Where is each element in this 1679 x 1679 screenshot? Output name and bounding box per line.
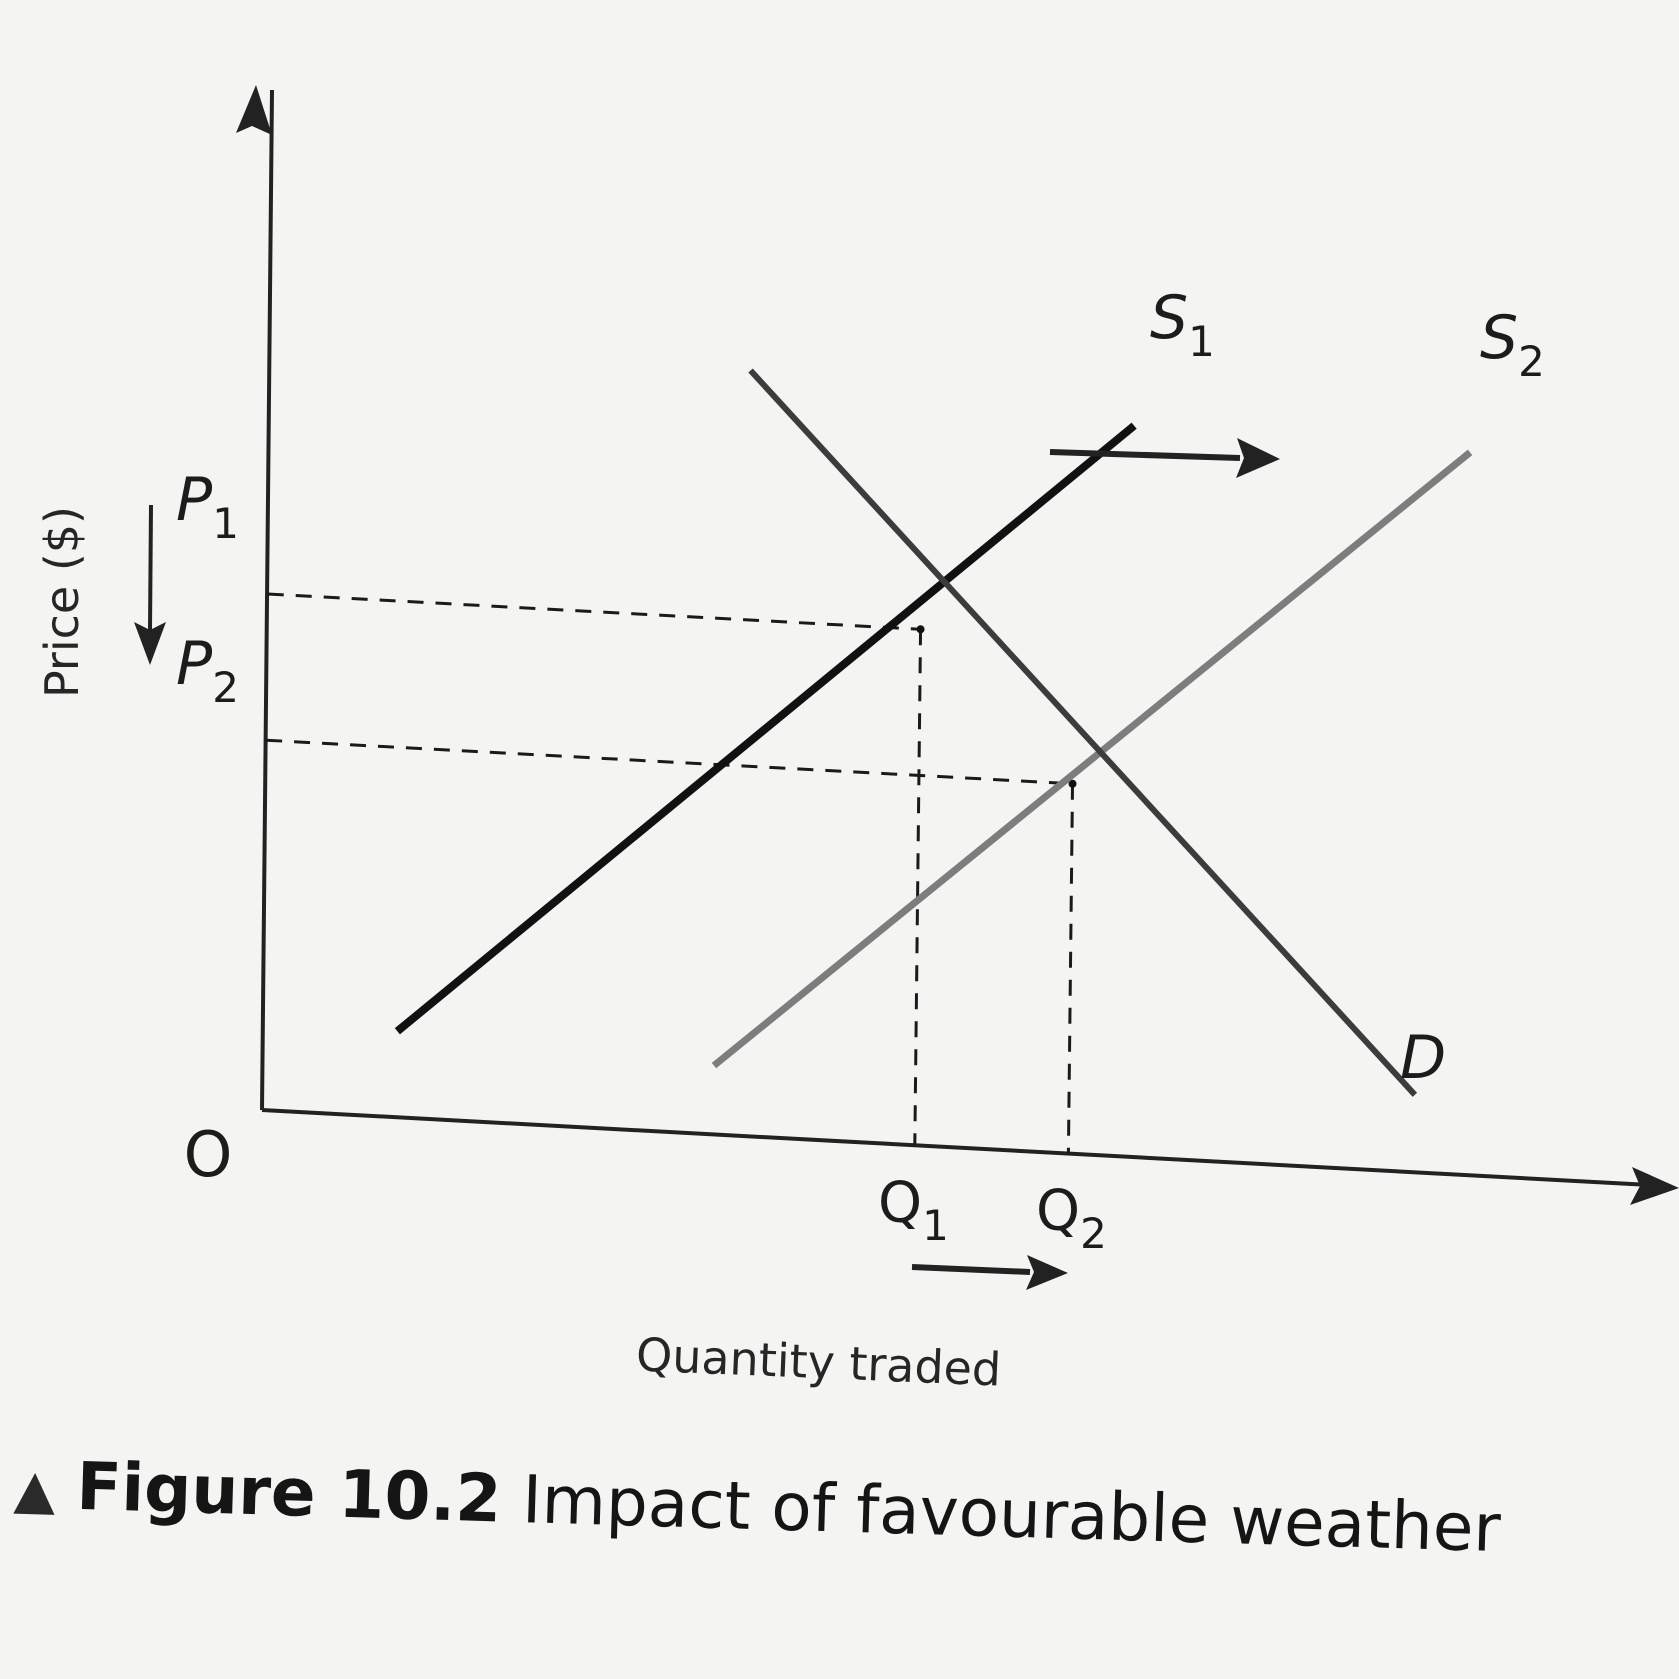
y-axis [260, 89, 274, 1111]
curve-s1 [394, 422, 1137, 1035]
x-axis-title: Quantity traded [635, 1327, 1002, 1396]
caption-marker: ▲ [12, 1457, 57, 1522]
q1-label-main: Q [878, 1171, 922, 1236]
quantity-rise-arrow [911, 1264, 1031, 1275]
equilibrium-point-1 [916, 625, 925, 634]
y-axis-arrowhead [236, 85, 272, 135]
curve-d [748, 368, 1418, 1097]
s2-label: S2 [1480, 303, 1545, 386]
supply-shift-arrowhead [1236, 438, 1280, 478]
p1-label-sub: 1 [212, 499, 239, 548]
d-label: D [1400, 1023, 1446, 1093]
curves [394, 368, 1473, 1097]
q2-label-sub: 2 [1080, 1209, 1107, 1258]
s1-label-sub: 1 [1188, 317, 1215, 366]
q2-label: Q2 [1036, 1179, 1107, 1258]
y-axis-title: Price ($) [35, 506, 89, 698]
p1-label-main: P [176, 465, 213, 535]
s1-label: S1 [1150, 283, 1215, 366]
s2-label-main: S [1480, 303, 1518, 373]
x-axis-arrowhead [1630, 1167, 1679, 1205]
x-axis [261, 1108, 1651, 1187]
p2-label: P2 [176, 629, 239, 712]
caption-figure-number: Figure 10.2 [75, 1447, 503, 1538]
s1-label-main: S [1150, 283, 1188, 353]
dashed-guides [266, 592, 1077, 1154]
price-fall-arrowhead [134, 622, 166, 665]
price-fall-arrow [148, 504, 153, 631]
quantity-guide-1 [913, 629, 923, 1146]
s2-label-sub: 2 [1518, 337, 1545, 386]
q1-label: Q1 [878, 1171, 949, 1250]
price-guide-2 [266, 738, 1073, 786]
q1-label-sub: 1 [922, 1201, 949, 1250]
quantity-rise-arrowhead [1026, 1255, 1068, 1290]
p2-label-main: P [176, 629, 213, 699]
equilibrium-point-2 [1068, 779, 1077, 788]
origin-label: O [184, 1118, 233, 1191]
curve-s2 [711, 449, 1473, 1069]
q2-label-main: Q [1036, 1179, 1080, 1244]
price-guide-1 [267, 592, 921, 631]
supply-shift-arrow [1049, 449, 1241, 461]
p1-label: P1 [176, 465, 239, 548]
p2-label-sub: 2 [212, 663, 239, 712]
quantity-guide-2 [1066, 783, 1075, 1154]
